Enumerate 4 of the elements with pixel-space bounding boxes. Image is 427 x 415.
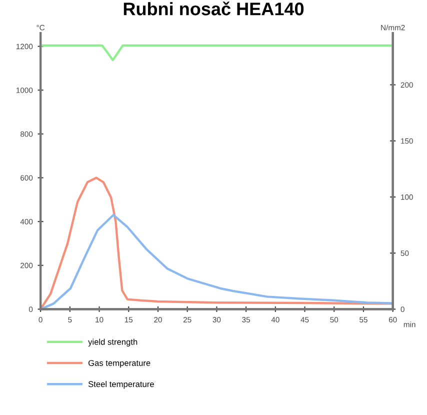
chart-title: Rubni nosač HEA140 bbox=[124, 2, 304, 16]
legend-label: yield strength bbox=[88, 338, 138, 347]
legend-label: Steel temperature bbox=[88, 380, 154, 389]
legend-label: Gas temperature bbox=[88, 360, 150, 368]
